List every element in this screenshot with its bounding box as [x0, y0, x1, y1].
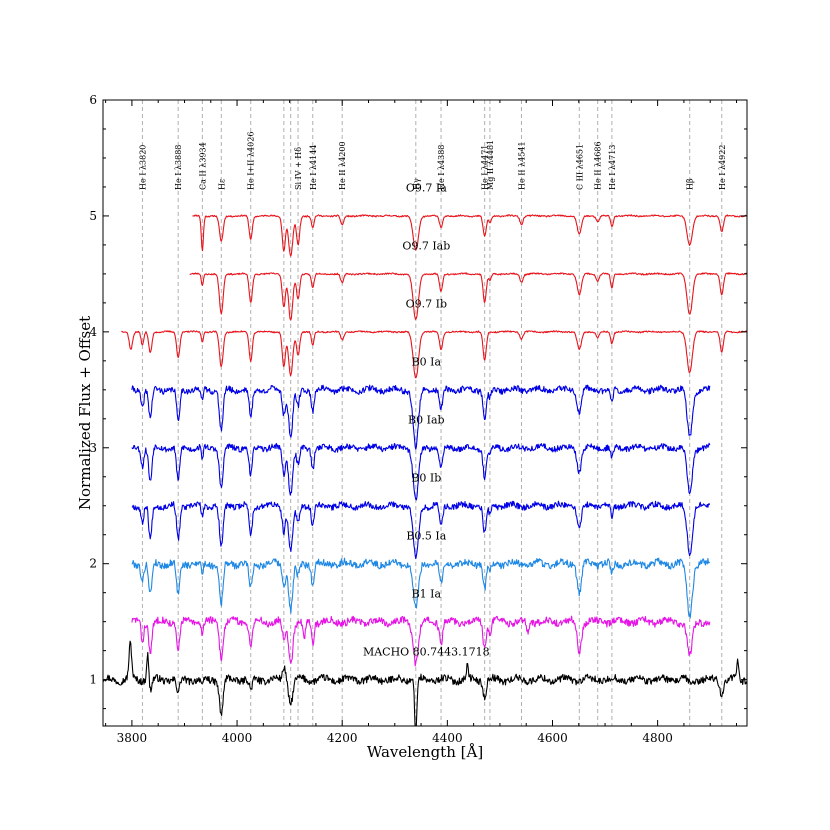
- series-label: MACHO 80.7443.1718: [363, 645, 490, 658]
- y-tick-label: 3: [89, 441, 97, 455]
- x-tick-label: 4200: [327, 731, 358, 745]
- series-line: [103, 640, 747, 726]
- line-marker-label: He I λ4144: [309, 145, 318, 190]
- line-marker-label: Mg II λ4481: [486, 140, 495, 190]
- line-marker-label: He II λ4541: [517, 141, 526, 190]
- line-marker-label: Hε: [217, 179, 226, 190]
- line-marker-label: He I+II λ4026: [247, 132, 256, 190]
- series-line: [192, 214, 747, 257]
- line-marker-label: He II λ4686: [594, 141, 603, 190]
- axes: 3800 4000 4200 4400 4600 4800 1 2 3 4 5 6: [89, 93, 747, 745]
- series-line: [131, 615, 711, 667]
- line-marker-label: He II λ4200: [338, 141, 347, 190]
- line-marker-label: He I λ4471: [481, 145, 490, 190]
- series-label: B0 Iab: [408, 413, 445, 426]
- line-marker-label: He I λ4922: [718, 145, 727, 190]
- y-tick-label: 4: [89, 325, 97, 339]
- line-marker-label: He I λ4388: [437, 145, 446, 190]
- x-tick-label: 4800: [642, 731, 673, 745]
- line-marker-label: Hγ: [412, 178, 421, 190]
- line-marker-label: He I λ4713: [608, 145, 617, 190]
- spectra-series: [103, 214, 747, 726]
- series-line: [189, 272, 747, 321]
- line-marker-label: Hβ: [686, 178, 695, 190]
- line-marker-label: C III λ4651: [575, 144, 584, 190]
- series-line: [131, 557, 711, 619]
- series-label: B1 Ia: [412, 587, 442, 600]
- series-line: [131, 442, 711, 501]
- plot-frame: [102, 99, 748, 727]
- series-label: O9.7 Ib: [406, 298, 447, 311]
- x-tick-label: 3800: [117, 731, 148, 745]
- x-tick-label: 4400: [432, 731, 463, 745]
- x-tick-label: 4000: [222, 731, 253, 745]
- line-marker-label: Ca II λ3934: [198, 142, 207, 190]
- y-tick-label: 6: [89, 93, 97, 107]
- text-labels: He I λ3820 He I λ3888 Ca II λ3934 Hε He I+II…: [138, 132, 726, 659]
- series-line: [131, 384, 711, 450]
- series-label: B0 Ia: [412, 355, 442, 368]
- series-label: O9.7 Ia: [406, 182, 447, 195]
- series-line: [131, 500, 711, 560]
- x-axis-title: Wavelength [Å]: [367, 743, 483, 761]
- series-label: B0 Ib: [411, 471, 441, 484]
- y-axis-title: Normalized Flux + Offset: [76, 316, 94, 510]
- series-line: [121, 330, 747, 379]
- series-label: B0.5 Ia: [406, 529, 446, 542]
- series-label: O9.7 Iab: [402, 240, 450, 253]
- line-marker-label: Si IV + Hδ: [294, 147, 303, 190]
- x-tick-label: 4600: [537, 731, 568, 745]
- y-tick-label: 2: [89, 557, 97, 571]
- y-tick-label: 5: [89, 209, 97, 223]
- y-tick-label: 1: [89, 673, 97, 687]
- line-marker-label: He I λ3820: [138, 145, 147, 190]
- line-marker-label: He I λ3888: [174, 145, 183, 190]
